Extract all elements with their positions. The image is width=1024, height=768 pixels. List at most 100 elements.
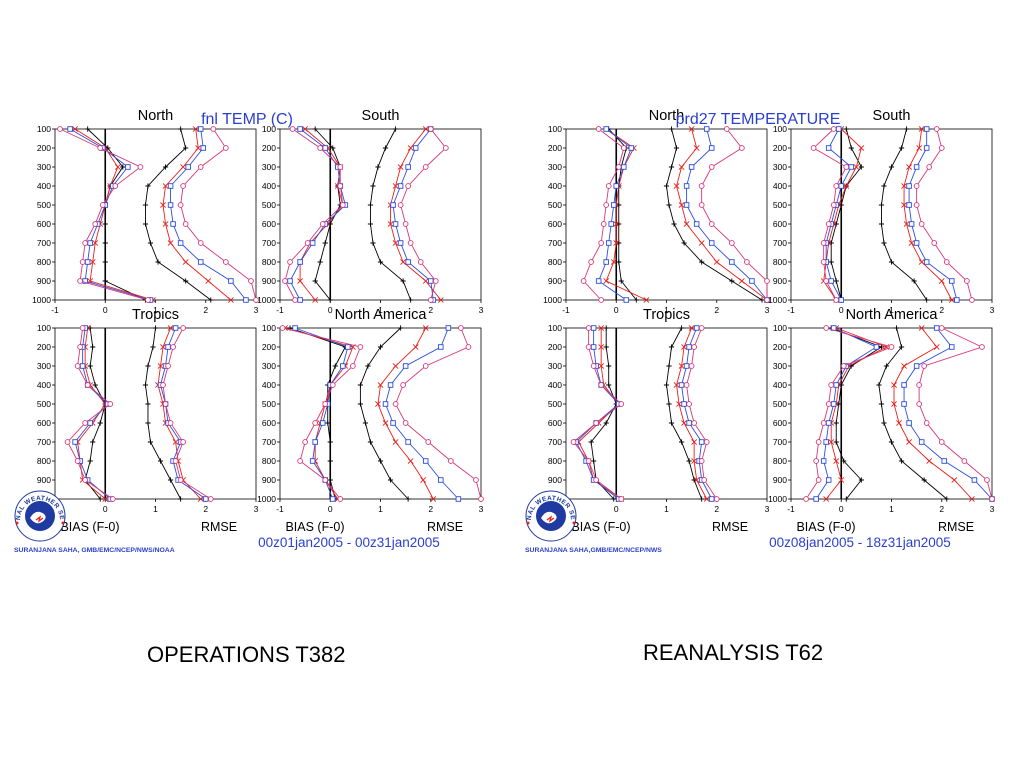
y-tick-label: 100 [262, 124, 276, 134]
panel-title: North America [335, 307, 428, 323]
data-point [673, 382, 680, 388]
data-point [949, 278, 955, 284]
x-tick-label: 0 [103, 504, 108, 514]
data-point [666, 363, 672, 369]
data-point [698, 183, 705, 189]
data-point [954, 297, 960, 303]
series-line [400, 128, 447, 301]
data-point [392, 240, 399, 246]
data-point [322, 240, 328, 246]
data-point [678, 325, 685, 331]
data-point [405, 164, 411, 170]
data-point [397, 202, 404, 208]
data-point [282, 278, 288, 284]
series-line [157, 327, 202, 500]
data-point [208, 297, 214, 303]
data-point [590, 363, 597, 369]
data-point [901, 202, 907, 208]
series-line [359, 327, 409, 500]
y-tick-label: 700 [262, 437, 276, 447]
data-point [367, 202, 374, 208]
data-point [969, 297, 975, 303]
data-point [142, 221, 149, 227]
y-tick-label: 400 [773, 181, 787, 191]
data-point [92, 240, 99, 246]
y-tick-label: 700 [773, 238, 787, 248]
data-point [337, 496, 344, 502]
data-point [370, 240, 376, 246]
series-line [830, 128, 862, 301]
data-point [815, 439, 822, 445]
y-tick-label: 600 [773, 418, 787, 428]
data-point [838, 382, 844, 388]
data-point [172, 458, 179, 464]
x-tick-label: 1 [378, 504, 383, 514]
data-point [931, 240, 938, 246]
data-point [337, 183, 344, 189]
series-line [908, 129, 958, 301]
x-tick-label: 1 [664, 504, 669, 514]
data-point [422, 458, 429, 464]
logo-bolt [35, 515, 44, 523]
x-tick-label: 2 [428, 504, 433, 514]
data-point [442, 145, 449, 151]
data-point [683, 183, 690, 189]
data-point [598, 240, 605, 246]
data-point [951, 477, 958, 483]
data-point [891, 382, 897, 388]
data-point [77, 344, 83, 350]
data-point [142, 382, 149, 388]
y-tick-label: 200 [773, 342, 787, 352]
data-point [979, 344, 985, 350]
series-line [289, 327, 346, 500]
data-point [309, 240, 316, 246]
data-point [178, 126, 184, 132]
data-point [803, 496, 809, 502]
data-point [678, 164, 685, 170]
data-point [838, 297, 845, 303]
data-point [683, 363, 690, 369]
x-tick-label: 2 [203, 305, 208, 315]
data-point [427, 126, 434, 132]
data-point [445, 325, 452, 331]
data-point [605, 240, 612, 246]
x-tick-label: 2 [203, 504, 208, 514]
data-point [102, 259, 108, 265]
data-point [407, 458, 414, 464]
data-point [825, 420, 832, 426]
y-tick-label: 700 [773, 437, 787, 447]
series-line [162, 128, 232, 301]
data-point [200, 145, 206, 151]
data-point [210, 126, 217, 132]
series-line [390, 128, 442, 301]
data-point [943, 259, 950, 265]
series-line [575, 328, 620, 500]
data-point [329, 382, 336, 388]
series-line [74, 327, 111, 500]
data-point [92, 382, 98, 388]
data-point [621, 164, 627, 170]
data-point [79, 259, 86, 265]
series-line [284, 327, 354, 500]
y-tick-label: 1000 [32, 295, 51, 305]
data-point [916, 401, 922, 407]
data-point [155, 259, 161, 265]
data-point [182, 259, 189, 265]
x-tick-label: 2 [939, 305, 944, 315]
data-point [402, 221, 409, 227]
data-point [611, 496, 617, 502]
data-point [708, 496, 715, 502]
data-point [858, 164, 864, 170]
data-point [848, 145, 854, 151]
data-point [593, 477, 600, 483]
x-tick-label: 1 [889, 305, 894, 315]
data-point [160, 344, 166, 350]
y-tick-label: 500 [262, 200, 276, 210]
data-point [473, 477, 479, 483]
data-point [823, 439, 829, 445]
data-point [673, 145, 680, 151]
data-point [377, 382, 384, 388]
x-tick-label: 3 [479, 305, 484, 315]
data-point [833, 183, 840, 189]
data-point [616, 259, 622, 265]
